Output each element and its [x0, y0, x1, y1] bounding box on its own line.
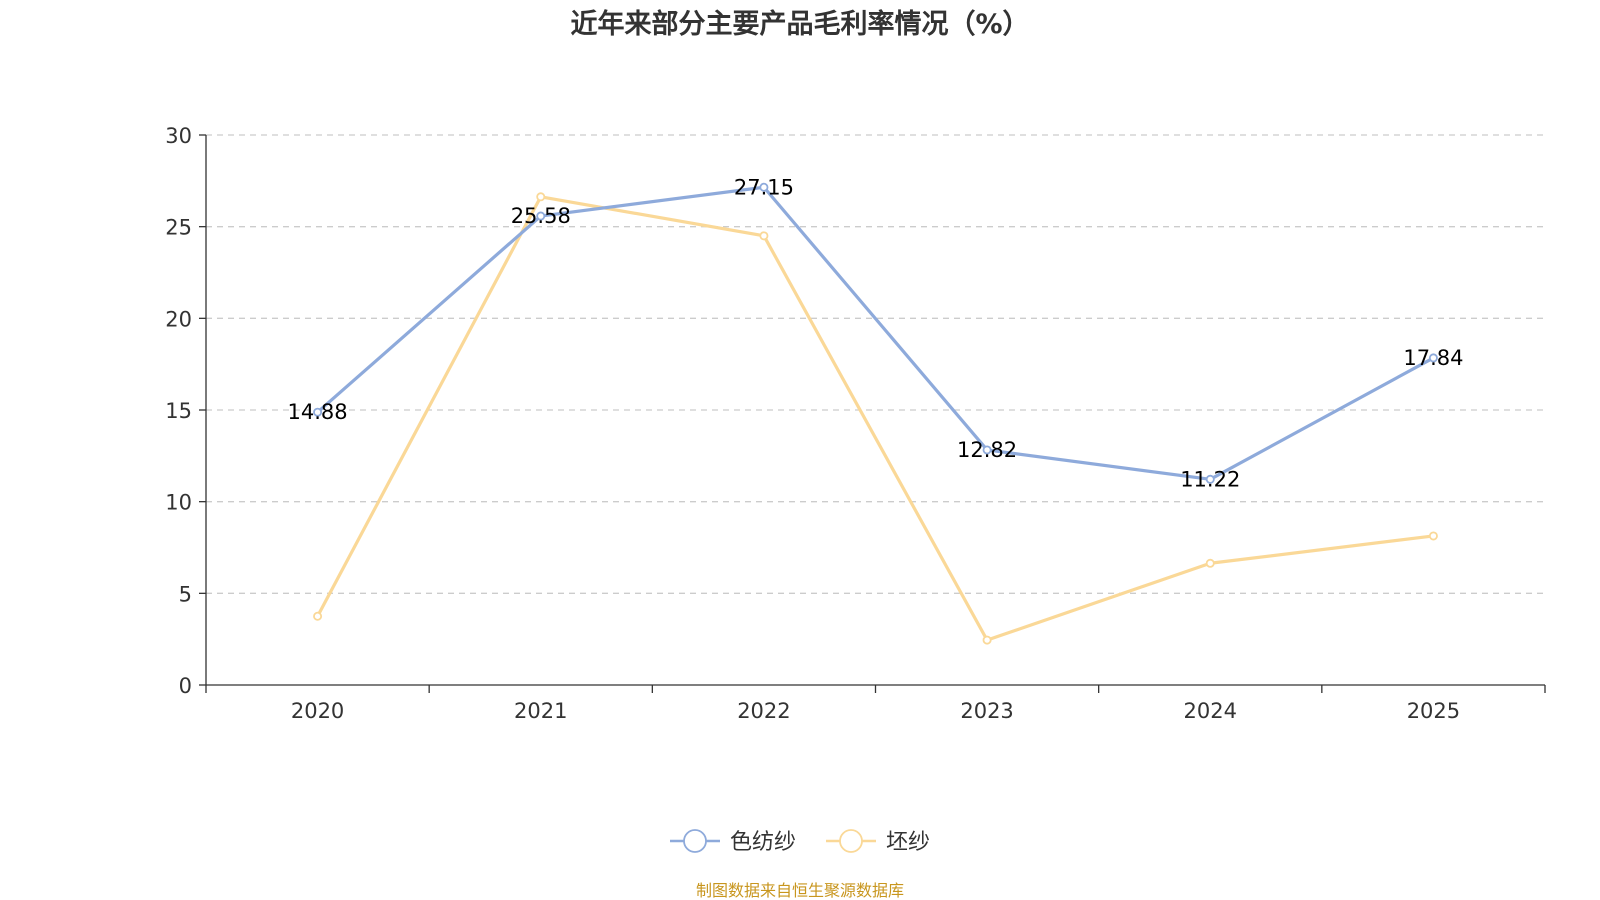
data-label: 27.15 [734, 175, 794, 199]
data-point[interactable] [1428, 353, 1438, 363]
y-tick-label: 25 [165, 216, 192, 240]
data-label: 17.84 [1403, 346, 1463, 370]
legend-item-2[interactable]: 坯纱 [826, 829, 930, 855]
data-labels: 14.88 25.58 27.15 12.82 11.22 17.84 [288, 175, 1464, 491]
y-tick-label: 0 [179, 674, 192, 698]
data-point[interactable] [1428, 531, 1438, 541]
y-tick-label: 15 [165, 399, 192, 423]
data-point[interactable] [1205, 558, 1215, 568]
legend[interactable]: 色纺纱 坯纱 [670, 829, 930, 855]
y-tick-label: 30 [165, 124, 192, 148]
x-tick-label: 2021 [514, 699, 567, 723]
data-point[interactable] [313, 611, 323, 621]
data-label: 14.88 [288, 400, 348, 424]
y-tick-label: 5 [179, 582, 192, 606]
x-tick-label: 2022 [737, 699, 790, 723]
data-point[interactable] [982, 635, 992, 645]
data-label: 11.22 [1180, 467, 1240, 491]
x-tick-label: 2020 [291, 699, 344, 723]
data-label: 12.82 [957, 438, 1017, 462]
x-tick-label: 2024 [1184, 699, 1237, 723]
legend-marker [683, 829, 707, 853]
data-point[interactable] [536, 192, 546, 202]
series-line-1 [315, 185, 1436, 481]
series-line-2 [315, 195, 1436, 642]
gridlines [206, 134, 1545, 594]
legend-label: 色纺纱 [730, 830, 796, 855]
data-point[interactable] [313, 407, 323, 417]
chart-title: 近年来部分主要产品毛利率情况（%） [570, 8, 1029, 40]
legend-marker [839, 829, 863, 853]
source-note: 制图数据来自恒生聚源数据库 [696, 881, 904, 900]
data-point[interactable] [759, 231, 769, 241]
x-tick-label: 2023 [960, 699, 1013, 723]
y-tick-label: 20 [165, 307, 192, 331]
data-point[interactable] [982, 445, 992, 455]
y-tick-label: 10 [165, 491, 192, 515]
x-tick-label: 2025 [1407, 699, 1460, 723]
legend-label: 坯纱 [886, 830, 930, 855]
legend-item-1[interactable]: 色纺纱 [670, 829, 796, 855]
series-lines [313, 182, 1438, 645]
data-label: 25.58 [511, 204, 571, 228]
data-point[interactable] [1205, 474, 1215, 484]
data-point[interactable] [759, 182, 769, 192]
data-point[interactable] [536, 211, 546, 221]
